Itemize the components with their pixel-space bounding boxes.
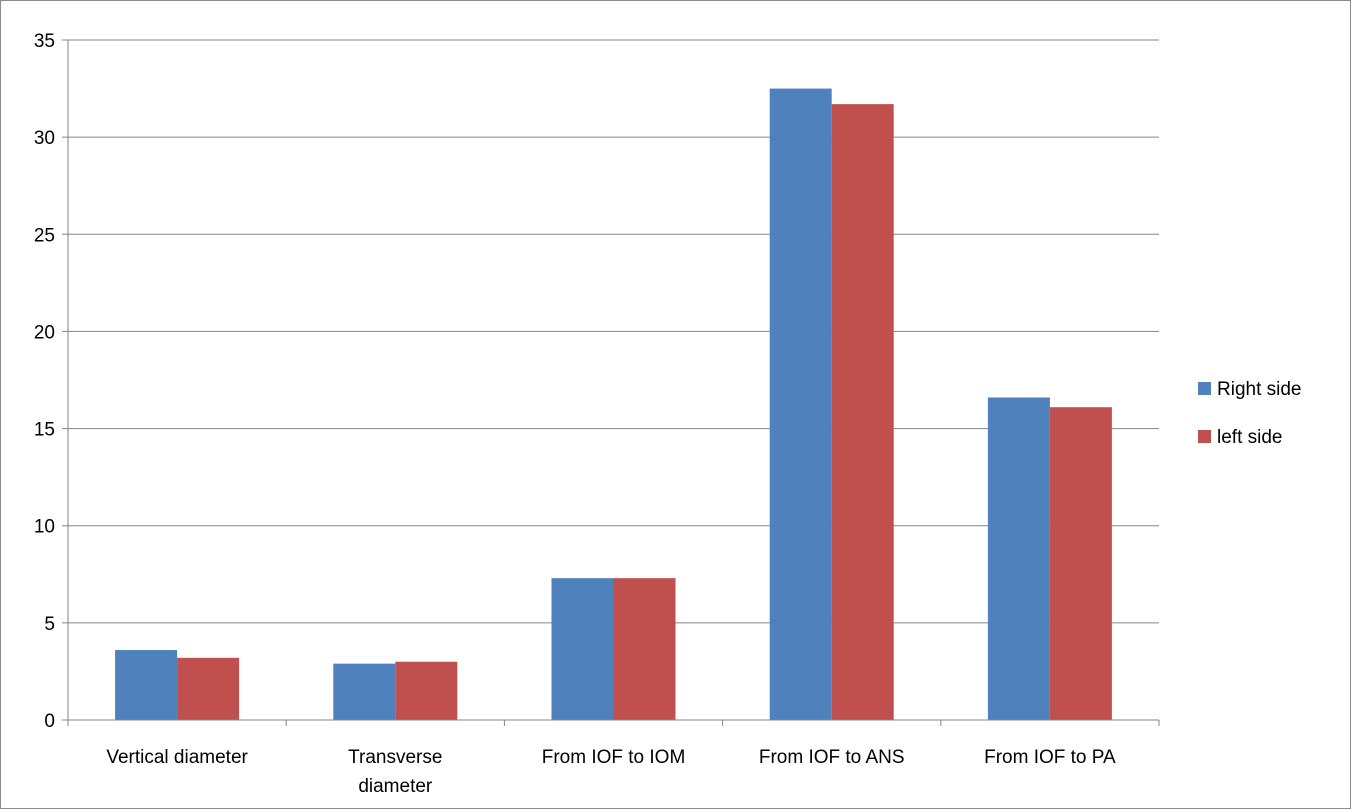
- y-tick-label: 25: [34, 225, 55, 246]
- x-category-label: From IOF to ANS: [759, 747, 905, 768]
- bars: [115, 88, 1112, 721]
- bar-right-side: [769, 88, 832, 721]
- y-tick-label: 0: [44, 711, 55, 732]
- bar-right-side: [551, 578, 614, 720]
- y-tick-label: 30: [34, 128, 55, 149]
- legend-swatch: [1198, 430, 1211, 443]
- bar-right-side: [115, 650, 178, 720]
- y-tick-label: 5: [44, 614, 55, 635]
- bar-left-side: [831, 104, 894, 721]
- legend: Right side left side: [1198, 379, 1302, 448]
- x-category-label: Vertical diameter: [106, 747, 248, 768]
- x-category-label: Transverse: [348, 747, 442, 768]
- y-tick-label: 20: [34, 322, 55, 343]
- axes: 0 5 10 15 20 25 30 35 Vertical diameter Transvers…: [34, 31, 1160, 797]
- legend-swatch: [1198, 382, 1211, 395]
- legend-label: left side: [1217, 427, 1282, 448]
- bar-left-side: [395, 661, 458, 720]
- x-category-label: diameter: [358, 776, 433, 797]
- x-category-label: From IOF to IOM: [542, 747, 686, 768]
- x-category-label: From IOF to PA: [984, 747, 1116, 768]
- y-tick-label: 15: [34, 420, 55, 441]
- y-tick-label: 35: [34, 31, 55, 52]
- bar-left-side: [613, 578, 676, 720]
- y-tick-label: 10: [34, 517, 55, 538]
- legend-label: Right side: [1217, 379, 1302, 400]
- bar-right-side: [987, 397, 1050, 720]
- bar-right-side: [333, 663, 396, 720]
- bar-left-side: [177, 657, 240, 720]
- gridlines: [62, 39, 1159, 721]
- bar-left-side: [1049, 407, 1112, 720]
